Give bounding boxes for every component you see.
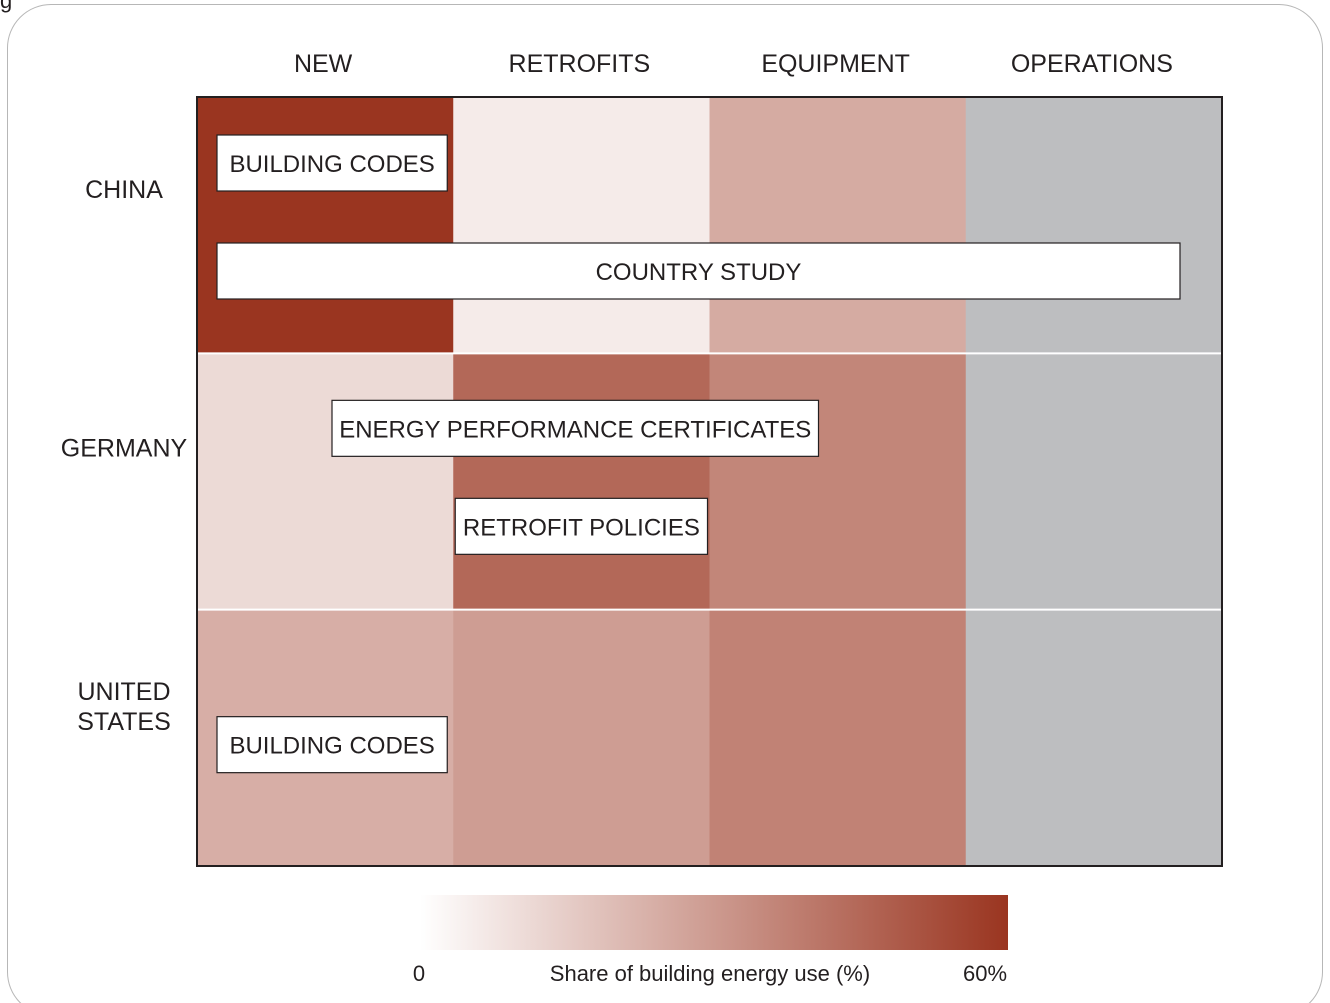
column-label: RETROFITS [509,50,651,78]
heatmap-cell [709,353,967,611]
color-scale-legend: 0 Share of building energy use (%) 60% [413,895,1008,986]
column-label: OPERATIONS [1011,50,1173,78]
column-labels: NEW RETROFITS EQUIPMENT OPERATIONS [294,50,1173,78]
heatmap-border [196,96,1223,867]
heatmap-cells [197,97,1223,867]
policy-annotation-box: BUILDING CODES [216,716,448,774]
policy-annotation-box: RETROFIT POLICIES [454,497,709,555]
annotation-label: ENERGY PERFORMANCE CERTIFICATES [339,416,811,443]
heatmap-cell [965,353,1223,611]
heatmap-cell [453,97,711,354]
color-scale-title: Share of building energy use (%) [550,961,870,986]
policy-annotations: BUILDING CODES COUNTRY STUDY ENERGY PERFOR… [216,134,1181,774]
heatmap-cell [453,609,711,867]
row-dividers [197,352,1222,611]
heatmap-cell [197,353,454,611]
row-label: STATES [77,708,171,736]
annotation-label: RETROFIT POLICIES [463,514,700,541]
heatmap-cell [965,609,1223,867]
row-label: UNITED [77,678,170,706]
annotation-box-frame [331,399,820,457]
color-scale-min-label: 0 [413,961,425,986]
heatmap-cell [453,353,711,611]
annotation-box-frame [216,134,448,192]
row-label: GERMANY [61,435,188,463]
row-label: CHINA [85,176,163,204]
column-label: EQUIPMENT [761,50,910,78]
color-scale-bar [420,895,1008,950]
annotation-label: BUILDING CODES [229,733,434,760]
heatmap-cell [965,97,1223,354]
annotation-label: COUNTRY STUDY [596,259,802,286]
color-scale-max-label: 60% [963,961,1007,986]
policy-annotation-box: ENERGY PERFORMANCE CERTIFICATES [331,399,820,457]
heatmap-cell [709,609,967,867]
policy-annotation-box: BUILDING CODES [216,134,448,192]
annotation-label: BUILDING CODES [229,151,434,178]
annotation-box-frame [454,497,709,555]
heatmap-cell [709,97,967,354]
policy-annotation-box: COUNTRY STUDY [216,242,1181,300]
annotation-box-frame [216,242,1181,300]
column-label: NEW [294,50,353,78]
corner-text: g [0,0,13,13]
annotation-box-frame [216,716,448,774]
